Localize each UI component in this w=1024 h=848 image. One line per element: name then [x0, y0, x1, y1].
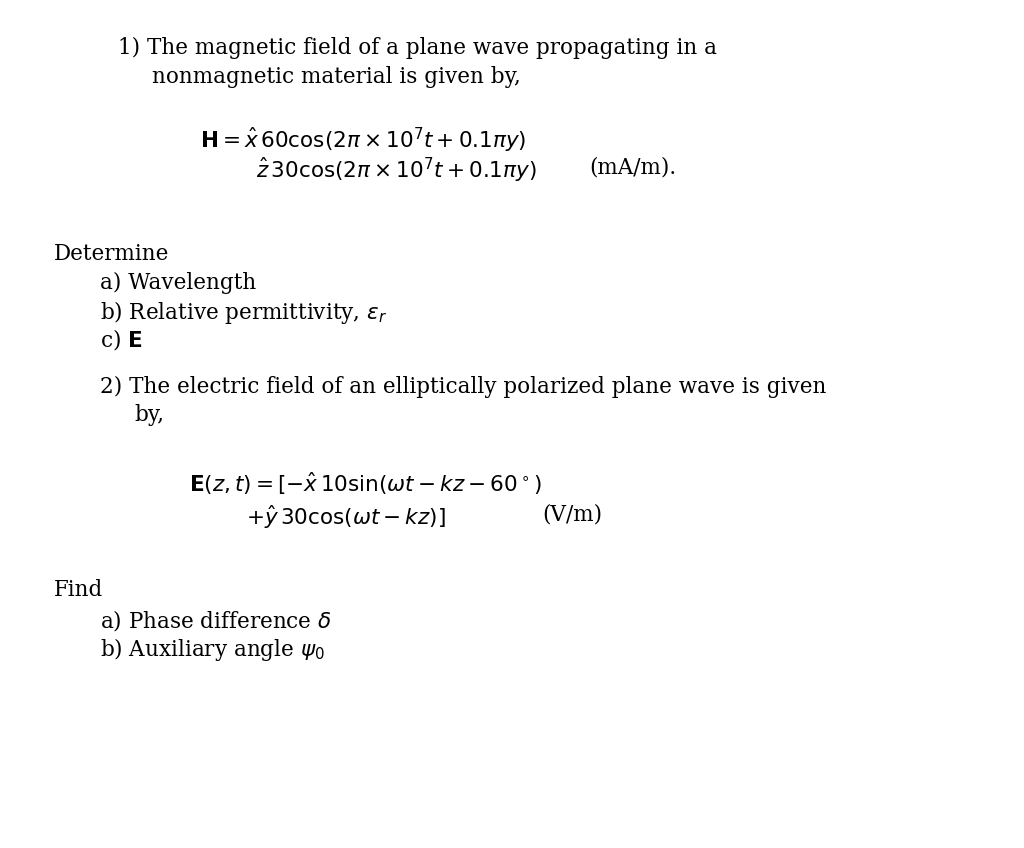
Text: (V/m): (V/m)	[543, 504, 603, 526]
Text: Find: Find	[54, 579, 103, 601]
Text: b) Relative permittivity, $\varepsilon_r$: b) Relative permittivity, $\varepsilon_r…	[100, 299, 387, 326]
Text: (mA/m).: (mA/m).	[589, 156, 676, 178]
Text: a) Wavelength: a) Wavelength	[100, 272, 257, 294]
Text: a) Phase difference $\delta$: a) Phase difference $\delta$	[100, 608, 332, 633]
Text: Determine: Determine	[54, 243, 170, 265]
Text: 2) The electric field of an elliptically polarized plane wave is given: 2) The electric field of an elliptically…	[100, 376, 826, 398]
Text: b) Auxiliary angle $\psi_0$: b) Auxiliary angle $\psi_0$	[100, 636, 326, 663]
Text: $\mathbf{H} = \hat{x}\,60\cos(2\pi \times 10^7 t + 0.1\pi y)$: $\mathbf{H} = \hat{x}\,60\cos(2\pi \time…	[200, 126, 526, 154]
Text: 1) The magnetic field of a plane wave propagating in a: 1) The magnetic field of a plane wave pr…	[118, 37, 717, 59]
Text: $\mathbf{E}(z,t) = [-\hat{x}\,10\sin(\omega t - kz - 60^\circ)$: $\mathbf{E}(z,t) = [-\hat{x}\,10\sin(\om…	[189, 471, 542, 497]
Text: $+\hat{y}\,30\cos(\omega t - kz)]$: $+\hat{y}\,30\cos(\omega t - kz)]$	[246, 504, 445, 532]
Text: nonmagnetic material is given by,: nonmagnetic material is given by,	[152, 66, 520, 88]
Text: by,: by,	[134, 404, 164, 427]
Text: c) $\mathbf{E}$: c) $\mathbf{E}$	[100, 327, 142, 352]
Text: $\hat{z}\,30\cos(2\pi \times 10^7 t + 0.1\pi y)$: $\hat{z}\,30\cos(2\pi \times 10^7 t + 0.…	[256, 156, 537, 185]
